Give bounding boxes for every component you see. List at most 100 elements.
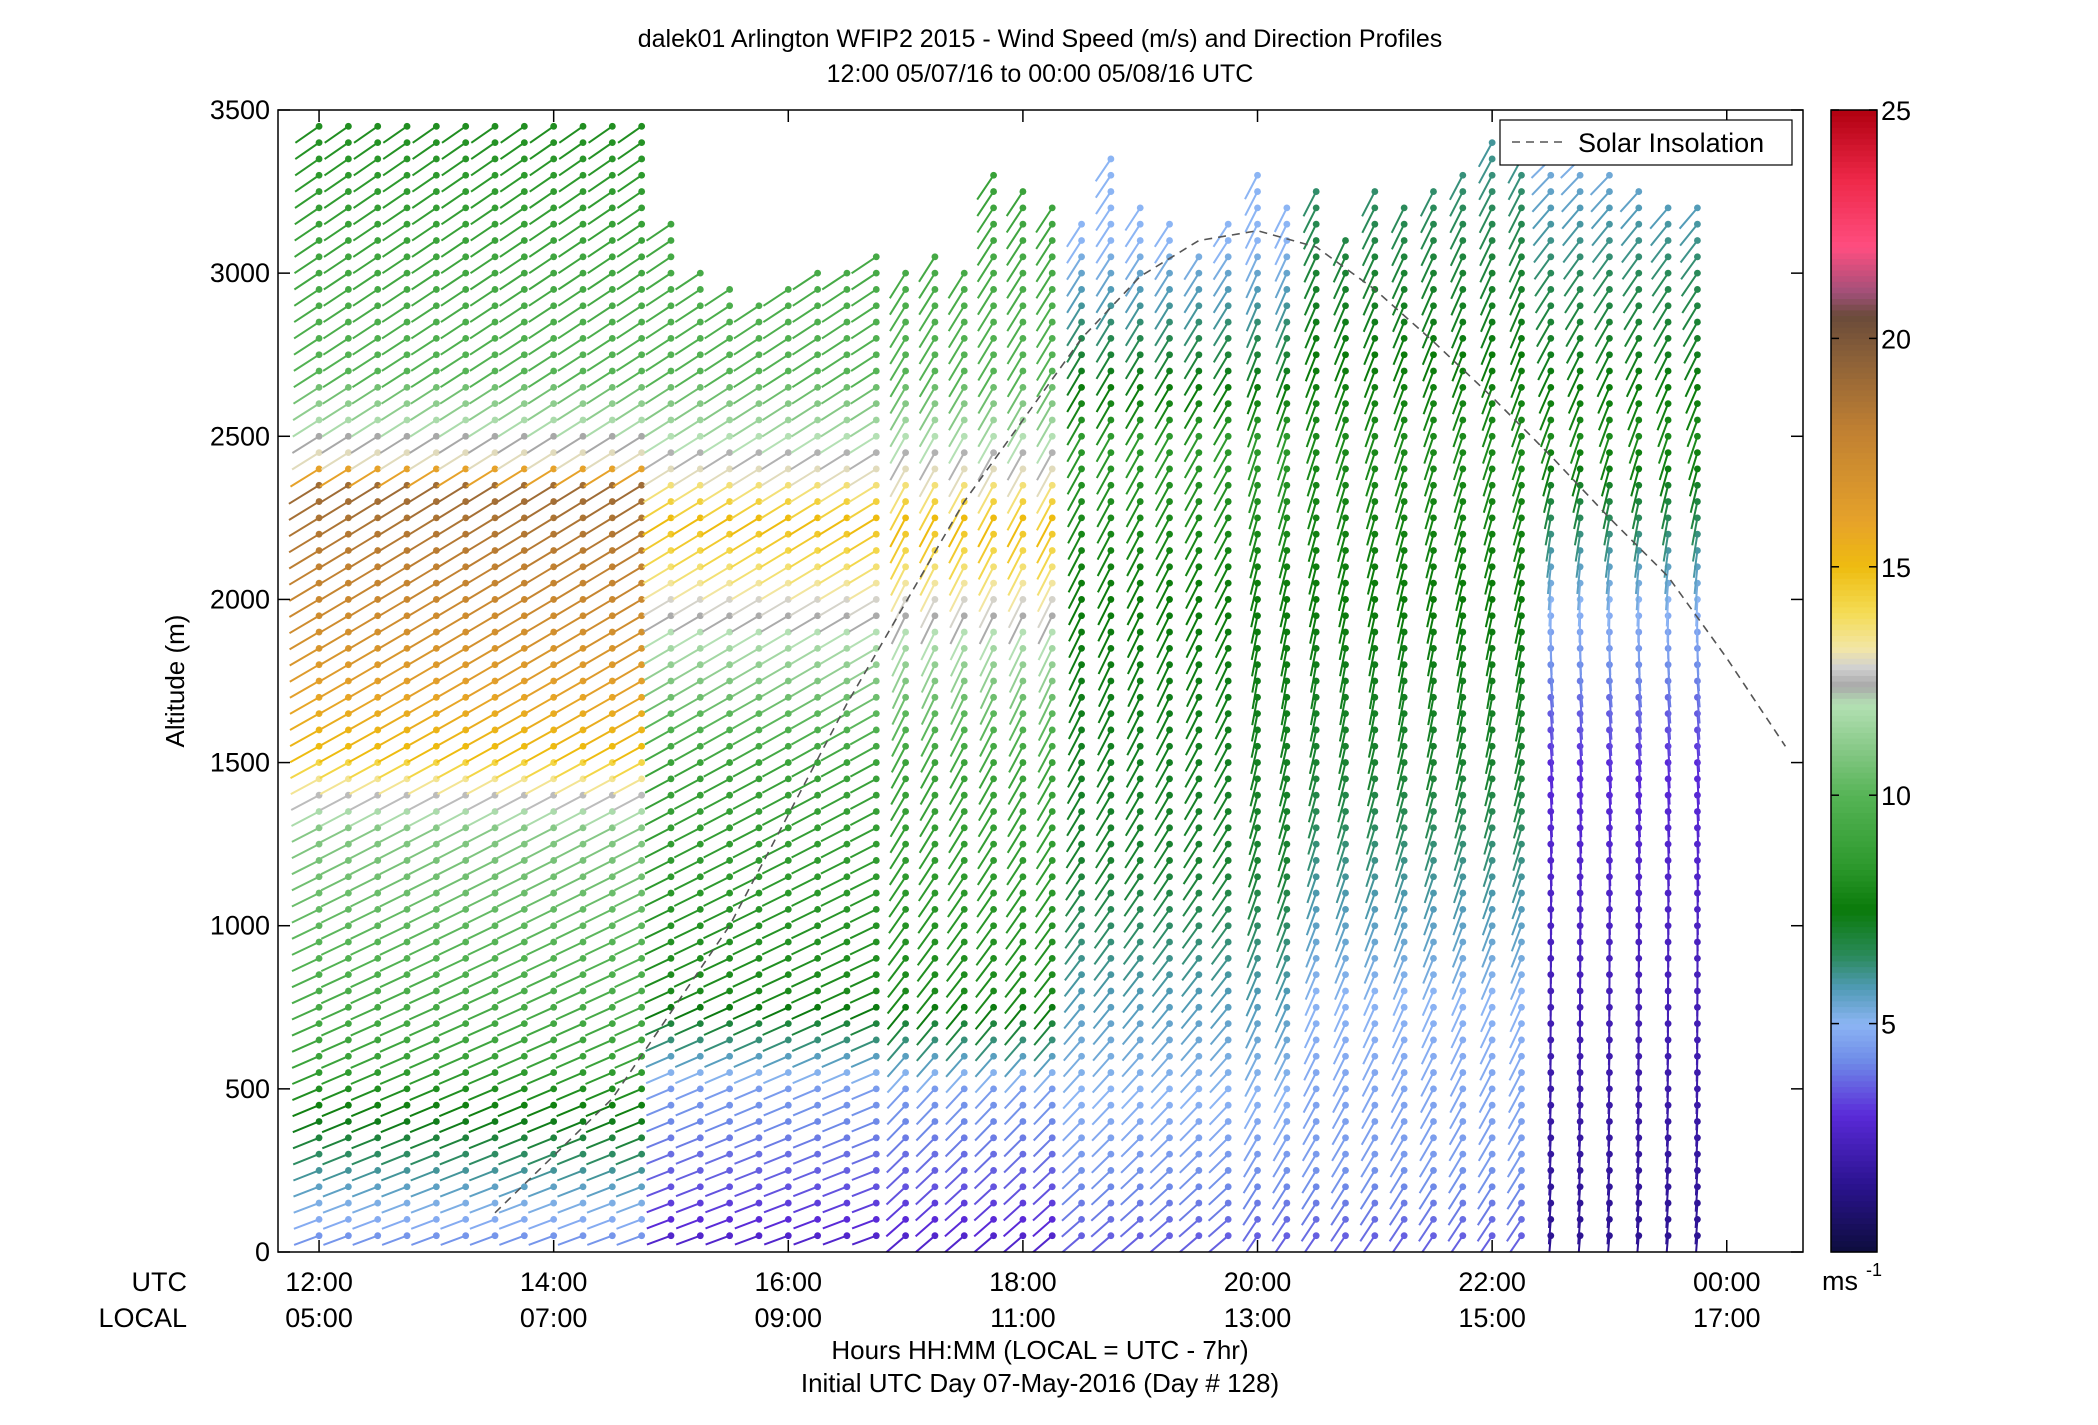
wind-barb: [1368, 631, 1376, 661]
wind-point: [1342, 1003, 1349, 1011]
wind-barb: [947, 272, 966, 299]
wind-point: [1019, 759, 1027, 766]
wind-barb: [495, 778, 525, 795]
wind-barb: [978, 794, 995, 822]
wind-point: [1400, 889, 1408, 897]
wind-barb: [763, 1202, 789, 1214]
wind-point: [784, 1215, 792, 1223]
wind-point: [1342, 449, 1349, 456]
wind-point: [550, 188, 558, 195]
wind-barb: [1339, 697, 1347, 726]
wind-barb: [1037, 582, 1054, 613]
wind-barb: [731, 484, 760, 504]
wind-point: [1195, 1085, 1203, 1093]
wind-point: [1400, 1036, 1408, 1044]
wind-point: [990, 726, 997, 734]
wind-barb: [1121, 1055, 1141, 1078]
wind-point: [403, 1101, 411, 1109]
wind-barb: [849, 794, 877, 810]
wind-barb: [673, 941, 701, 956]
wind-barb: [1366, 778, 1376, 807]
wind-point: [520, 220, 528, 228]
wind-barb: [673, 810, 701, 826]
wind-barb: [1124, 239, 1142, 264]
wind-barb: [974, 1055, 995, 1078]
wind-barb: [438, 875, 467, 892]
wind-barb: [1214, 582, 1230, 610]
wind-point: [1019, 1150, 1027, 1158]
wind-point: [1371, 514, 1379, 522]
wind-barb: [704, 1104, 731, 1117]
wind-point: [344, 1036, 352, 1044]
wind-barb: [1067, 501, 1083, 528]
wind-point: [1312, 286, 1320, 293]
wind-barb: [318, 680, 349, 699]
wind-barb: [1242, 1186, 1259, 1210]
wind-barb: [347, 549, 379, 570]
wind-barb: [582, 712, 613, 731]
wind-point: [608, 351, 616, 359]
wind-point: [843, 775, 851, 783]
wind-point: [1078, 971, 1085, 979]
wind-barb: [582, 745, 613, 764]
wind-point: [960, 1183, 968, 1191]
wind-barb: [1330, 1186, 1347, 1210]
wind-point: [726, 1118, 734, 1125]
wind-barb: [949, 598, 966, 629]
wind-point: [491, 432, 499, 440]
wind-point: [667, 514, 675, 522]
wind-point: [344, 987, 352, 995]
wind-point: [344, 1199, 352, 1207]
wind-barb: [470, 207, 496, 226]
wind-point: [755, 889, 763, 897]
wind-barb: [1332, 1072, 1347, 1097]
wind-point: [814, 1215, 822, 1223]
wind-point: [872, 1003, 880, 1011]
wind-barb: [1033, 1088, 1053, 1110]
wind-point: [902, 302, 909, 310]
wind-point: [931, 1215, 939, 1223]
wind-barb: [1273, 1104, 1288, 1130]
wind-point: [1400, 922, 1408, 930]
wind-point: [579, 237, 587, 244]
wind-barb: [1214, 713, 1230, 740]
wind-point: [1312, 1052, 1320, 1060]
wind-barb: [761, 794, 789, 810]
wind-barb: [376, 614, 408, 635]
wind-barb: [497, 1055, 525, 1069]
wind-point: [1430, 547, 1437, 554]
wind-barb: [646, 1104, 672, 1117]
wind-barb: [1391, 1023, 1406, 1049]
wind-barb: [1307, 827, 1318, 855]
wind-point: [374, 220, 382, 228]
wind-barb: [465, 712, 496, 731]
wind-barb: [1339, 664, 1347, 693]
wind-point: [491, 938, 499, 946]
wind-point: [432, 351, 440, 359]
wind-barb: [322, 1218, 349, 1230]
wind-point: [462, 889, 470, 897]
wind-barb: [887, 957, 907, 983]
wind-barb: [1390, 207, 1406, 234]
wind-point: [491, 1134, 499, 1142]
wind-barb: [1278, 533, 1288, 563]
wind-barb: [886, 1153, 907, 1174]
wind-barb: [1278, 517, 1288, 546]
wind-point: [726, 1052, 734, 1060]
wind-point: [638, 1183, 646, 1191]
wind-barb: [411, 272, 437, 291]
wind-point: [1430, 1215, 1437, 1223]
wind-point: [726, 498, 734, 505]
wind-barb: [762, 337, 789, 356]
wind-barb: [320, 875, 349, 892]
wind-point: [1048, 840, 1056, 848]
wind-point: [902, 644, 909, 652]
wind-point: [403, 432, 411, 440]
wind-point: [667, 710, 675, 718]
wind-point: [638, 824, 646, 832]
wind-point: [403, 449, 411, 456]
wind-point: [432, 579, 440, 587]
wind-barb: [614, 908, 643, 924]
wind-point: [872, 1134, 880, 1142]
wind-barb: [791, 826, 819, 843]
